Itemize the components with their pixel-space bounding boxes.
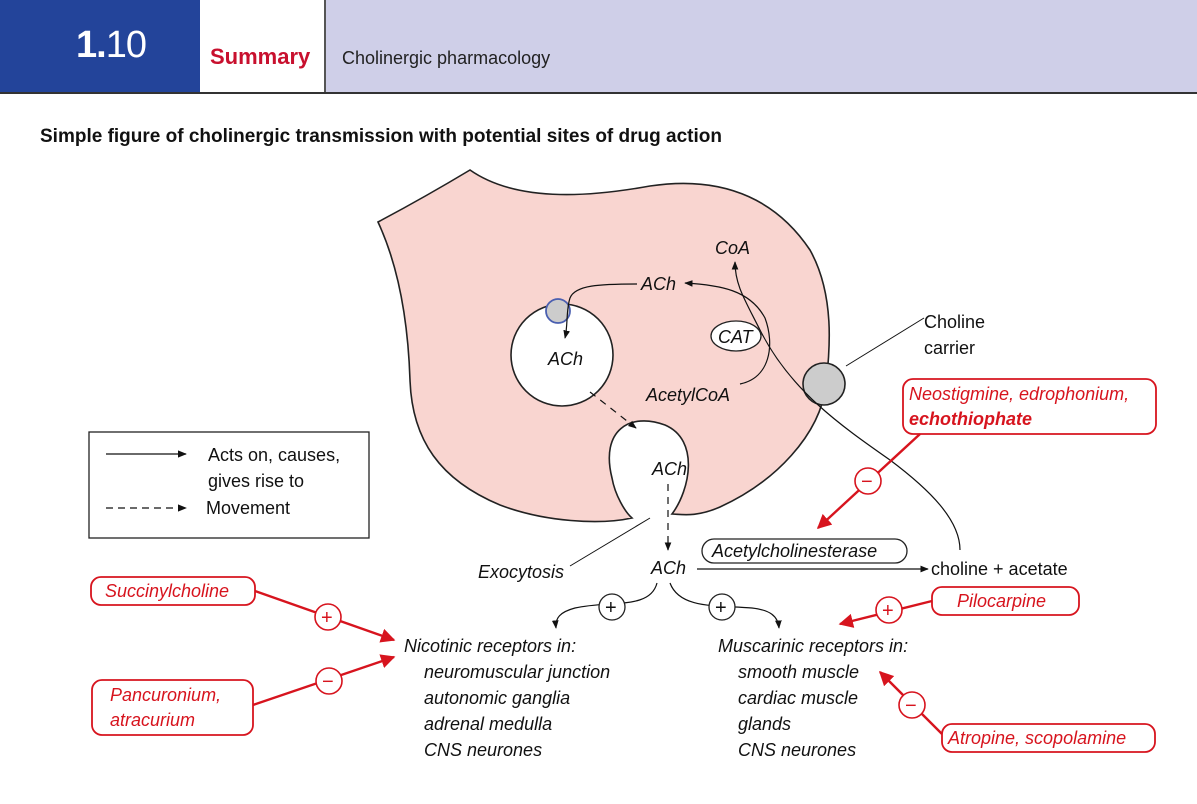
vesicle-movement-arrow [589,391,637,429]
ach-to-vesicle-arrow [563,283,638,339]
nicotinic-stimulation-sign [598,593,626,621]
muscarinic-heading: Muscarinic receptors in: [718,636,908,656]
synthesized-ach-label: ACh [640,274,676,294]
muscarinic-item: glands [738,714,791,734]
nicotinic-item: CNS neurones [424,740,542,760]
section-number-box: 1.10 [0,0,200,93]
choline-carrier [802,362,846,406]
topic-title: Cholinergic pharmacology [342,48,551,68]
pilocarpine-label: Pilocarpine [957,591,1046,611]
header-rule [0,92,1197,94]
vesicle-transporter [545,298,571,324]
nicotinic-heading: Nicotinic receptors in: [404,636,576,656]
atropine-sign [898,691,926,719]
pilocarpine-sign [875,596,903,624]
acetylcholinesterase-box [701,538,908,564]
cat-enzyme [710,320,762,352]
muscarinic-item: CNS neurones [738,740,856,760]
summary-tab: Summary [200,0,326,93]
cat-label: CAT [718,327,755,347]
pancuronium-label-1: Pancuronium, [110,685,221,705]
choline-carrier-label-2: carrier [924,338,975,358]
vesicle-ach-label: ACh [547,349,583,369]
muscarinic-item: smooth muscle [738,662,859,682]
pancuronium-label-2: atracurium [110,710,195,730]
succinylcholine-plus-text: + [321,607,333,629]
nicotinic-item: neuromuscular junction [424,662,610,682]
pancuronium-minus-text: − [322,671,334,693]
neostigmine-label-1: Neostigmine, edrophonium, [909,384,1129,404]
choline-carrier-label-1: Choline [924,312,985,332]
summary-label: Summary [210,44,311,69]
release-ach-label: ACh [651,459,687,479]
choline-uptake-to-coa [731,261,961,551]
legend-solid-label-2: gives rise to [208,471,304,491]
cleft-ach-label: ACh [650,558,686,578]
legend-solid-label-1: Acts on, causes, [208,445,340,465]
page-header: 1.10 Summary Cholinergic pharmacology [0,0,1197,94]
nicotinic-plus-text: + [605,597,617,619]
acetylcholinesterase-label: Acetylcholinesterase [711,541,877,561]
section-number: 1.10 [76,24,147,66]
succinylcholine-label: Succinylcholine [105,581,229,601]
muscarinic-item: cardiac muscle [738,688,858,708]
pilocarpine-plus-text: + [882,600,894,622]
topic-bar: Cholinergic pharmacology [326,0,1197,93]
nicotinic-item: autonomic ganglia [424,688,570,708]
pancuronium-sign [315,667,343,695]
atropine-label: Atropine, scopolamine [947,728,1126,748]
succinylcholine-sign [314,603,342,631]
atropine-minus-text: − [905,695,917,717]
acetylcoa-label: AcetylCoA [645,385,730,405]
neostigmine-sign [854,467,882,495]
neostigmine-box [902,378,1157,435]
muscarinic-stimulation-sign [708,593,736,621]
neostigmine-minus-text: − [861,471,873,493]
muscarinic-plus-text: + [715,597,727,619]
coa-label: CoA [715,238,750,258]
pancuronium-box [91,679,254,736]
choline-carrier-leader [845,317,925,367]
atropine-box [941,723,1156,753]
exocytosis-label: Exocytosis [478,562,564,582]
nicotinic-item: adrenal medulla [424,714,552,734]
ach-to-muscarinic-arrow [669,582,782,629]
exocytosis-leader [569,517,651,567]
products-label: choline + acetate [931,559,1068,579]
neostigmine-label-2: echothiophate [909,409,1032,429]
acetylcoa-to-ach-arrow [684,280,771,385]
ach-to-nicotinic-arrow [551,582,658,629]
figure-title: Simple figure of cholinergic transmissio… [40,126,722,147]
legend-dashed-label: Movement [206,498,290,518]
legend-box [88,431,370,539]
